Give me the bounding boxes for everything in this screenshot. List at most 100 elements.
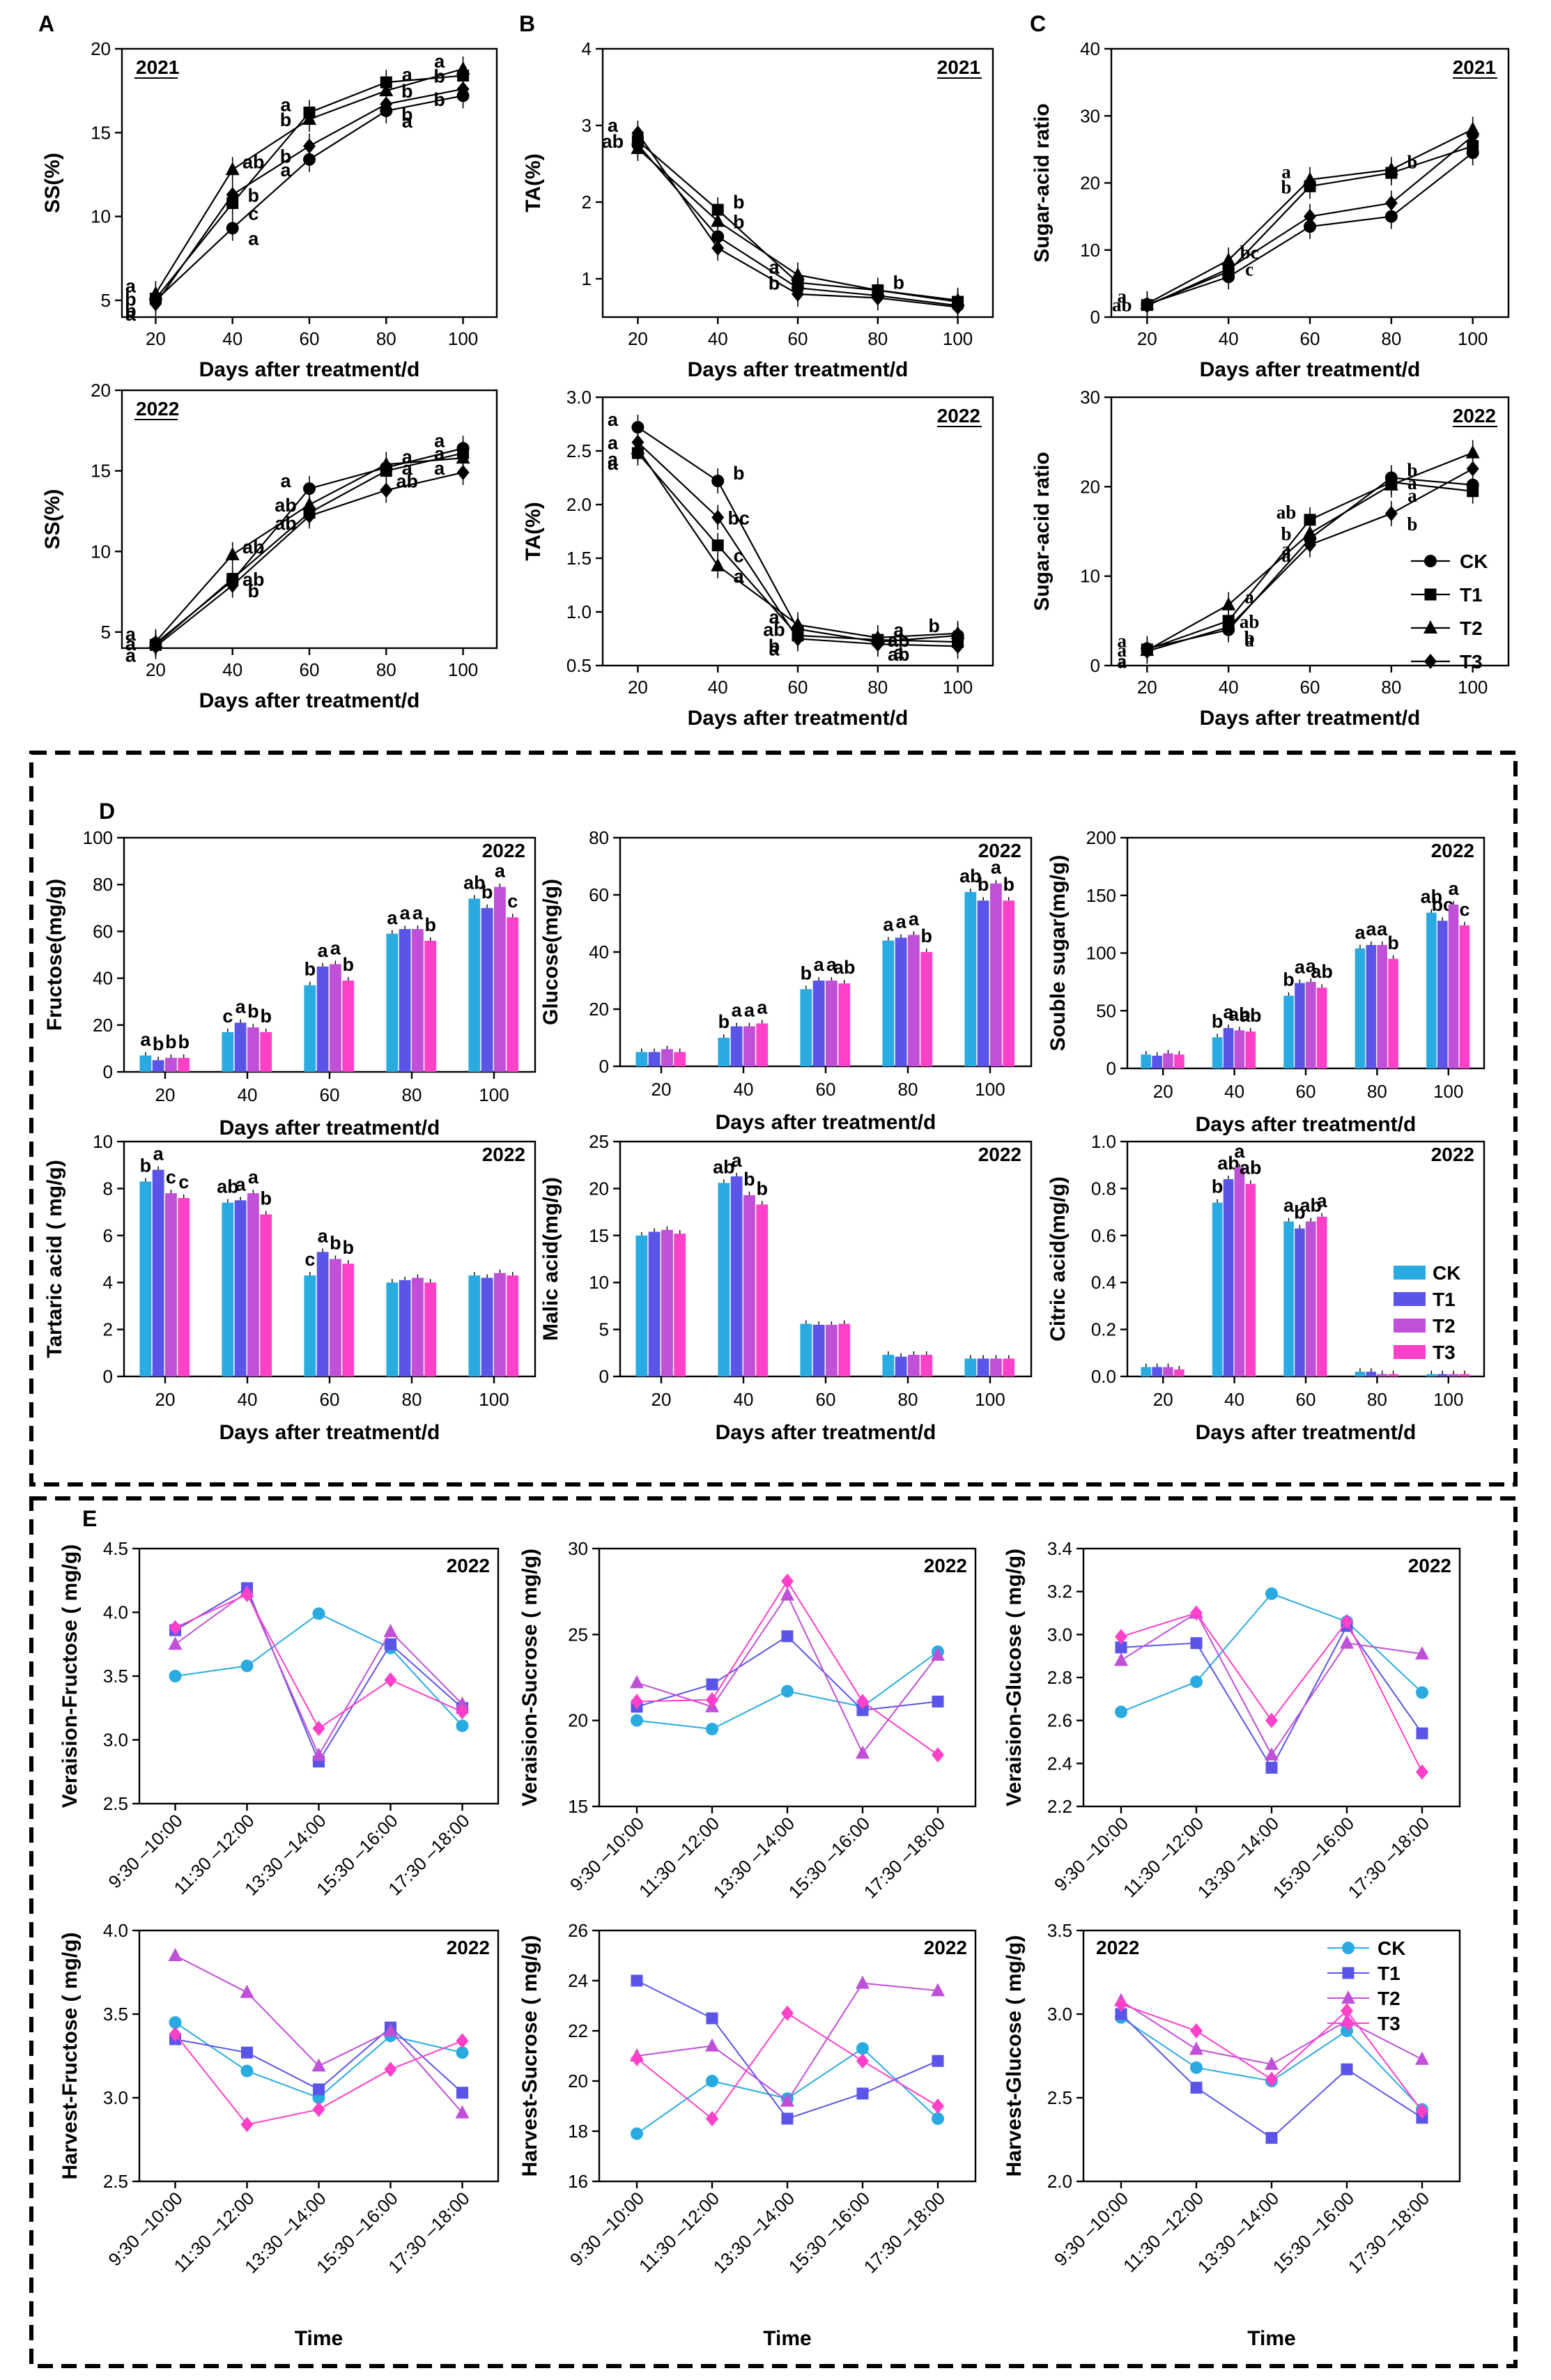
point-T2 — [456, 61, 470, 75]
bar-T2 — [908, 935, 920, 1066]
y-tick-label: 0 — [1106, 1058, 1116, 1079]
bar-T3 — [674, 1052, 686, 1066]
y-axis-label: Glucose(mg/g) — [539, 879, 562, 1025]
y-tick-label: 50 — [1096, 1000, 1116, 1021]
significance-letter: a — [608, 433, 619, 454]
y-tick-label: 5 — [101, 290, 111, 311]
significance-letter: b — [165, 1031, 177, 1052]
significance-letter: a — [883, 914, 894, 935]
significance-letter: a — [608, 409, 619, 430]
bar-CK — [468, 898, 481, 1072]
significance-letter: b — [733, 463, 745, 484]
significance-letter: a — [248, 1167, 259, 1188]
y-tick-label: 3.4 — [1047, 1538, 1072, 1559]
bar-T1 — [1366, 944, 1377, 1068]
significance-letter: c — [304, 1249, 315, 1270]
significance-letter: a — [909, 908, 920, 929]
point-T2 — [225, 546, 240, 560]
bar-T3 — [424, 940, 437, 1072]
bar-T3 — [424, 1282, 437, 1376]
significance-letter: a — [125, 304, 137, 325]
y-tick-label: 3 — [582, 115, 592, 136]
point-T2 — [791, 617, 805, 631]
x-tick-label: 40 — [1224, 1389, 1244, 1410]
y-tick-label: 1.0 — [1091, 1131, 1116, 1152]
significance-letter: a — [318, 940, 329, 961]
significance-letter: a — [1224, 1001, 1235, 1022]
bar-T1 — [812, 981, 825, 1066]
point-T2 — [711, 213, 725, 227]
point-T2 — [168, 1948, 183, 1961]
year-tag: 2022 — [482, 840, 525, 861]
significance-letter: ab — [1240, 611, 1260, 632]
bar-T3 — [1174, 1369, 1185, 1376]
y-tick-label: 30 — [568, 1538, 588, 1559]
significance-letter: c — [248, 203, 258, 224]
y-tick-label: 40 — [93, 968, 113, 989]
year-tag: 2022 — [136, 398, 179, 420]
x-tick-label: 60 — [816, 1079, 836, 1100]
y-tick-label: 15 — [91, 461, 111, 482]
bar-CK — [1141, 1367, 1152, 1376]
significance-letter: a — [608, 115, 619, 136]
y-tick-label: 2.0 — [566, 494, 592, 515]
point-T1 — [781, 2112, 794, 2125]
bar-T1 — [1152, 1055, 1162, 1068]
x-tick-label: 20 — [155, 1389, 176, 1410]
significance-letter: a — [893, 642, 904, 663]
significance-letter: a — [1281, 545, 1291, 566]
point-T1 — [1467, 485, 1479, 498]
point-T3 — [706, 2111, 718, 2126]
y-tick-label: 3.0 — [566, 387, 592, 408]
point-T3 — [149, 295, 162, 312]
y-tick-label: 60 — [93, 921, 113, 942]
x-axis-label: Days after treatment/d — [1196, 1113, 1417, 1136]
section-D-frame — [29, 751, 1518, 1487]
significance-letter: b — [1283, 969, 1295, 990]
y-tick-label: 0 — [599, 1366, 609, 1387]
point-T2 — [1265, 1747, 1279, 1760]
bar-T1 — [316, 966, 329, 1072]
y-tick-label: 0 — [1090, 655, 1100, 676]
point-T3 — [711, 240, 725, 256]
significance-letter: b — [424, 914, 436, 935]
y-tick-label: 2.8 — [1047, 1667, 1072, 1688]
chart-E2: 15 20 25 30 Veraision-Sucrose ( mg/g) 9:30 –1… — [518, 1538, 977, 1903]
bar-T1 — [1437, 921, 1448, 1068]
x-tick-label: 60 — [320, 1389, 340, 1410]
point-T1 — [1416, 1727, 1428, 1740]
y-axis-label: Citric acid(mg/g) — [1047, 1176, 1070, 1342]
point-T3 — [1190, 2023, 1203, 2039]
significance-letter: a — [1281, 539, 1291, 560]
bar-T1 — [730, 1026, 743, 1066]
point-T3 — [706, 1692, 718, 1708]
bar-T3 — [1003, 900, 1015, 1066]
x-tick-label: 60 — [1296, 1081, 1316, 1102]
significance-letter: a — [1118, 631, 1127, 652]
point-T3 — [456, 2033, 469, 2049]
bar-T3 — [260, 1214, 272, 1376]
point-T1 — [781, 1630, 794, 1643]
significance-letter: a — [402, 446, 413, 467]
y-tick-label: 22 — [568, 2020, 588, 2041]
significance-letter: a — [896, 912, 907, 932]
significance-letter: a — [1377, 919, 1388, 939]
significance-letter: a — [153, 1143, 164, 1164]
y-tick-label: 40 — [1080, 38, 1100, 59]
point-T3 — [781, 2005, 794, 2021]
bar-T1 — [812, 1324, 825, 1376]
legend-swatch-CK — [1394, 1266, 1426, 1280]
legend-marker-T2 — [1341, 1990, 1355, 2004]
significance-letter: a — [140, 1029, 151, 1050]
significance-letter: a — [434, 51, 445, 72]
bar-CK — [635, 1052, 648, 1066]
bar-T3 — [1174, 1054, 1185, 1068]
year-tag: 2022 — [1096, 1937, 1139, 1958]
year-tag: 2021 — [1453, 56, 1496, 78]
legend-marker-CK — [1424, 555, 1437, 567]
bar-T2 — [1448, 904, 1459, 1068]
significance-letter: ab — [1240, 1005, 1262, 1026]
significance-letter: b — [801, 962, 812, 983]
